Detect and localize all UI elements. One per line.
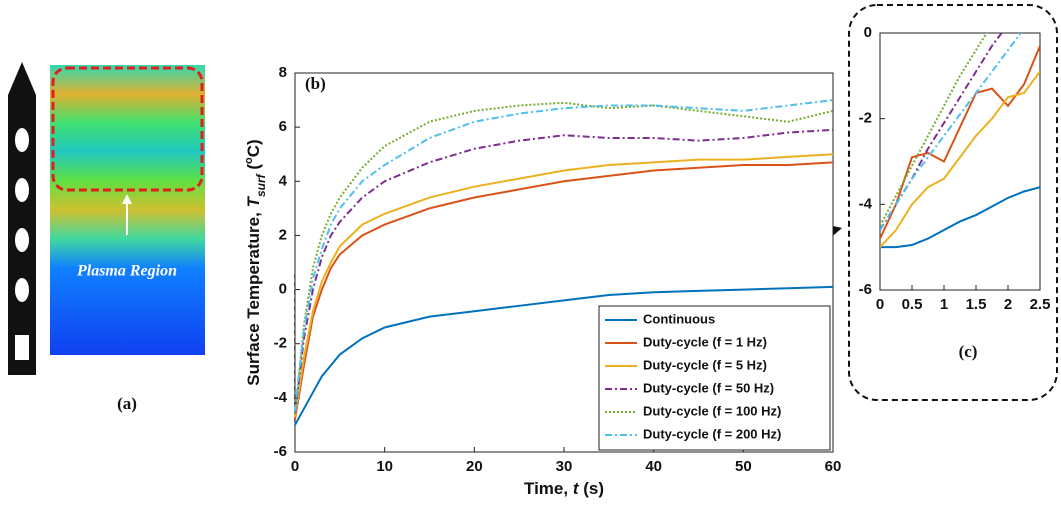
legend-label: Duty-cycle (f = 5 Hz) xyxy=(643,357,767,372)
x-tick-label: 50 xyxy=(735,458,752,475)
y-tick-label: 6 xyxy=(279,118,287,135)
y-label-part: Surface Temperature, xyxy=(244,207,263,385)
plot-area xyxy=(879,32,1041,291)
y-label-part: o xyxy=(243,157,255,164)
blade xyxy=(8,62,36,375)
x-label-part: t xyxy=(573,479,580,498)
lines xyxy=(294,99,834,426)
x-tick-label: 40 xyxy=(645,458,662,475)
lines xyxy=(880,33,1040,249)
legend-box xyxy=(598,305,831,451)
x-label-part: Time, xyxy=(524,479,573,498)
y-tick-label: 2 xyxy=(279,226,287,243)
y-label-part: C) xyxy=(244,139,263,157)
y-axis-label: Surface Temperature, Tsurf (oC) xyxy=(243,139,268,385)
x-tick-label: 2 xyxy=(1004,296,1012,313)
y-tick-label: 4 xyxy=(279,172,288,189)
legend-label: Duty-cycle (f = 50 Hz) xyxy=(643,380,774,395)
x-tick-label: 2.5 xyxy=(1030,296,1051,313)
x-tick-label: 10 xyxy=(376,458,393,475)
x-tick-label: 1.5 xyxy=(966,296,987,313)
series-line xyxy=(294,128,834,415)
series-line xyxy=(294,101,834,415)
y-tick-label: 0 xyxy=(279,281,287,298)
y-tick-label: 0 xyxy=(864,24,872,41)
x-axis-label: Time, t (s) xyxy=(524,479,604,498)
series-line xyxy=(294,153,834,417)
y-tick-label: -2 xyxy=(859,110,872,127)
series-line xyxy=(294,99,834,412)
legend-label: Continuous xyxy=(643,311,715,326)
series-line xyxy=(880,70,1040,248)
series-line xyxy=(294,285,834,426)
legend-label: Duty-cycle (f = 200 Hz) xyxy=(643,426,781,441)
series-line xyxy=(294,161,834,420)
y-tick-label: -2 xyxy=(274,335,287,352)
legend-label: Duty-cycle (f = 100 Hz) xyxy=(643,403,781,418)
plasma-label: Plasma Region xyxy=(76,263,177,280)
legend-label: Duty-cycle (f = 1 Hz) xyxy=(643,334,767,349)
x-tick-label: 0 xyxy=(876,296,884,313)
series-line xyxy=(880,33,1023,231)
panel-label: (a) xyxy=(117,394,137,413)
plasma-box xyxy=(51,66,204,192)
x-tick-label: 60 xyxy=(825,458,842,475)
x-tick-label: 0 xyxy=(291,458,299,475)
y-label-part: T xyxy=(244,195,263,207)
y-tick-label: -6 xyxy=(859,281,872,298)
series-line xyxy=(880,186,1040,249)
series-line xyxy=(880,45,1040,240)
x-tick-label: 0.5 xyxy=(902,296,923,313)
x-tick-label: 20 xyxy=(466,458,483,475)
inset-frame xyxy=(848,4,1058,401)
series-line xyxy=(880,33,988,227)
y-tick-label: -4 xyxy=(859,195,873,212)
x-tick-label: 1 xyxy=(940,296,948,313)
y-label-part: surf xyxy=(254,173,268,197)
panel-label: (b) xyxy=(305,74,326,93)
y-tick-label: 8 xyxy=(279,64,287,81)
x-tick-label: 30 xyxy=(556,458,573,475)
y-tick-label: -6 xyxy=(274,443,287,460)
y-label-part: ( xyxy=(244,164,263,175)
panel-label: (c) xyxy=(959,342,978,361)
x-label-part: (s) xyxy=(579,479,605,498)
y-tick-label: -4 xyxy=(274,389,288,406)
panel-a: Plasma Region (a) xyxy=(8,62,205,413)
